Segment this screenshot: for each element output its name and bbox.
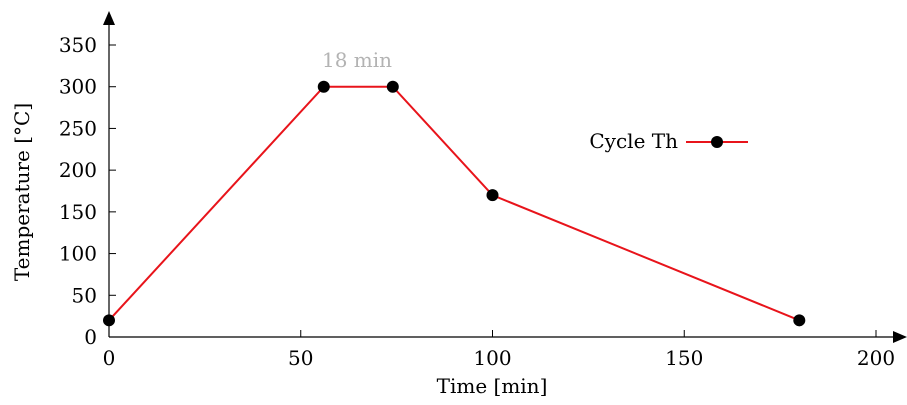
- x-tick-label: 200: [857, 346, 895, 370]
- data-point: [486, 189, 499, 202]
- series-line: [108, 85, 800, 322]
- x-tick-label: 100: [473, 346, 511, 370]
- x-tick-label: 0: [103, 346, 116, 370]
- x-tick-label: 50: [288, 346, 313, 370]
- y-tick-label: 150: [59, 200, 97, 224]
- data-point: [103, 314, 115, 327]
- plot-area: [103, 80, 806, 327]
- y-axis-arrow: [103, 11, 115, 25]
- y-tick-label: 200: [59, 158, 97, 182]
- legend: Cycle Th: [589, 129, 748, 153]
- y-axis-title: Temperature [°C]: [10, 103, 34, 281]
- legend-marker: [711, 136, 723, 148]
- x-axis-arrow: [893, 331, 907, 343]
- data-point: [386, 80, 399, 93]
- annotation-18-min: 18 min: [322, 48, 392, 72]
- y-tick-label: 0: [84, 325, 97, 349]
- y-tick-label: 300: [59, 75, 97, 99]
- y-tick-label: 100: [59, 242, 97, 266]
- data-point: [793, 314, 806, 327]
- legend-label: Cycle Th: [589, 129, 678, 153]
- axes: [103, 11, 907, 343]
- y-tick-label: 350: [59, 33, 97, 57]
- data-point: [317, 80, 330, 93]
- y-tick-label: 50: [72, 283, 97, 307]
- x-tick-label: 150: [665, 346, 703, 370]
- ticks: 0 50 100 150 200 0 50 100 150 200 250 300 350: [59, 33, 895, 370]
- y-tick-label: 250: [59, 116, 97, 140]
- x-axis-title: Time [min]: [437, 374, 548, 398]
